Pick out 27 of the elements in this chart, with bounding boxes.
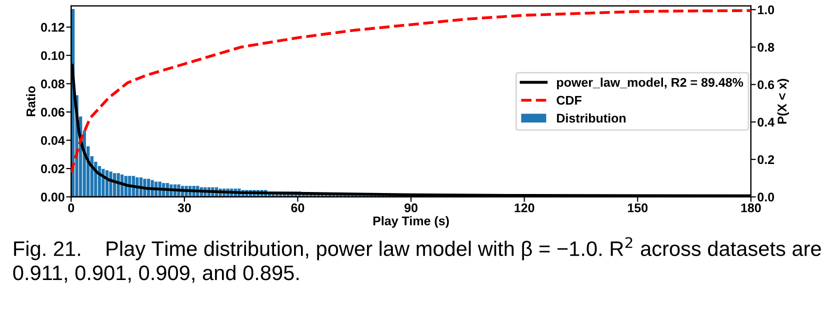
x-tick-label: 0 <box>68 203 74 212</box>
x-tick-label: 180 <box>741 203 761 212</box>
x-tick-label: 60 <box>291 203 304 212</box>
legend-label: Distribution <box>557 113 626 123</box>
x-tick-label: 30 <box>178 203 191 212</box>
x-tick-label: 150 <box>628 203 648 212</box>
text: Fig. 21. Play Time distribution, power law model with β = −1.0. R$^{2}$ across datasets are 0.911, 0.901, 0.909, and 0.895. <box>13 237 821 283</box>
y2-tick-label: 1.0 <box>758 5 774 14</box>
y2-tick-label: 0.6 <box>758 80 774 90</box>
y2-tick-label: 0.2 <box>758 155 774 164</box>
x-tick-label: 90 <box>404 203 418 212</box>
legend-label: CDF <box>556 96 582 105</box>
y-tick-label: 0.02 <box>41 164 64 174</box>
y-tick-label: 0.10 <box>41 51 64 60</box>
y2-tick-label: 0.0 <box>758 192 774 202</box>
legend-label: power_law_model, R2 = 89.48% <box>557 78 744 90</box>
y-axis-title: Ratio <box>26 86 36 116</box>
y-tick-label: 0.04 <box>41 136 65 145</box>
y2-tick-label: 0.4 <box>758 118 774 127</box>
x-axis-title: Play Time (s) <box>373 216 449 228</box>
y2-axis-title: P(X < x) <box>777 78 789 124</box>
y-tick-label: 0.12 <box>41 22 64 32</box>
y2-tick-label: 0.8 <box>758 42 774 52</box>
y-tick-label: 0.08 <box>41 79 64 88</box>
y-tick-label: 0.00 <box>41 192 64 202</box>
y-tick-label: 0.06 <box>41 108 64 117</box>
x-tick-label: 120 <box>514 203 534 212</box>
